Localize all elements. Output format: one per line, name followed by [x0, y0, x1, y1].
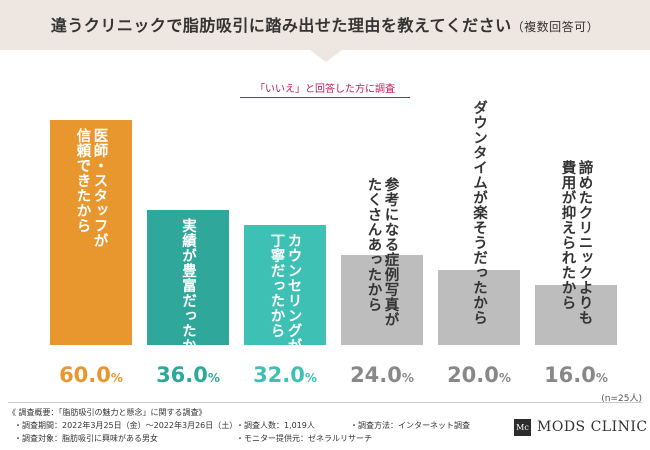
chart-title-note: （複数回答可）: [511, 20, 600, 34]
header-pointer: [310, 50, 342, 62]
value-label-6: 16.0%: [544, 363, 608, 387]
footer-divider: [8, 402, 642, 403]
bar-label-1-1: 医師・スタッフが: [92, 128, 108, 248]
value-label-5: 20.0%: [447, 363, 511, 387]
bar-label-1-2: 信頼できたから: [75, 127, 91, 233]
bar-label-2-1: 実績が豊富だったから: [180, 217, 196, 368]
survey-method: ・調査方法：インターネット調査: [350, 421, 470, 430]
bar-3: [244, 225, 326, 345]
bar-label-5-1: ダウンタイムが楽そうだったから: [471, 99, 487, 325]
bar-6: [535, 285, 617, 345]
chart-title-text: 違うクリニックで脂肪吸引に踏み出せた理由を教えてください: [50, 16, 512, 35]
survey-count: ・調査人数：1,019人: [236, 421, 315, 430]
chart-title: 違うクリニックで脂肪吸引に踏み出せた理由を教えてください（複数回答可）: [0, 12, 650, 36]
logo-mark-icon: Mc: [514, 418, 531, 436]
header-band: 違うクリニックで脂肪吸引に踏み出せた理由を教えてください（複数回答可）: [0, 0, 650, 50]
survey-condition: 「いいえ」と回答した方に調査: [240, 80, 410, 98]
bar-label-6-2: 費用が抑えられたから: [560, 159, 576, 310]
value-label-3: 32.0%: [253, 363, 317, 387]
bar-5: [438, 270, 520, 345]
bar-label-3-2: 丁寧だったから: [269, 233, 285, 338]
bar-1: [50, 120, 132, 345]
survey-provider: ・モニター提供元：ゼネラルリサーチ: [236, 434, 372, 443]
survey-period: ・調査期間：2022年3月25日（金）〜2022年3月26日（土）: [14, 421, 238, 430]
bar-label-3-1: カウンセリングが: [286, 233, 302, 353]
sample-size-note: (n=25人): [601, 394, 642, 404]
value-label-1: 60.0%: [59, 363, 123, 387]
survey-overview: 《 調査概要：「脂肪吸引の魅力と懸念」に関する調査》: [8, 408, 207, 417]
logo-text: MODS CLINIC: [537, 419, 648, 435]
bar-2: [147, 210, 229, 345]
value-label-2: 36.0%: [156, 363, 220, 387]
bar-label-4-2: たくさんあったから: [366, 177, 382, 312]
brand-logo: Mc MODS CLINIC: [514, 415, 648, 439]
value-label-4: 24.0%: [350, 363, 414, 387]
bar-label-6-1: 諦めたクリニックよりも: [577, 159, 593, 325]
bar-label-4-1: 参考になる症例写真が: [383, 176, 399, 327]
survey-target: ・調査対象：脂肪吸引に興味がある男女: [14, 434, 158, 443]
bar-4: [341, 255, 423, 345]
